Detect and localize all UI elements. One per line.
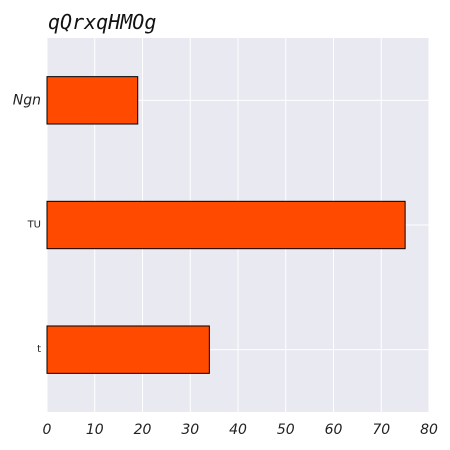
bars xyxy=(46,76,406,374)
x-tick-label: 10 xyxy=(86,422,104,438)
x-tick-label: 30 xyxy=(181,422,199,438)
x-axis-ticks: 0 10 20 30 40 50 60 70 80 xyxy=(43,422,438,438)
x-tick-label: 40 xyxy=(229,422,247,438)
x-tick-label: 0 xyxy=(43,422,52,438)
y-tick-label: t xyxy=(37,344,41,355)
chart-title: qQrxqHMOg xyxy=(48,10,156,34)
x-tick-label: 20 xyxy=(134,422,152,438)
x-tick-label: 60 xyxy=(325,422,343,438)
y-tick-label: TU xyxy=(27,220,41,231)
y-axis-ticks: Ngn TU t xyxy=(13,92,41,355)
bar-t xyxy=(46,325,210,374)
bar-ngn xyxy=(46,76,139,125)
x-tick-label: 80 xyxy=(420,422,438,438)
bar-tu xyxy=(46,200,406,250)
x-tick-label: 70 xyxy=(372,422,390,438)
y-tick-label: Ngn xyxy=(13,92,41,108)
x-tick-label: 50 xyxy=(277,422,295,438)
